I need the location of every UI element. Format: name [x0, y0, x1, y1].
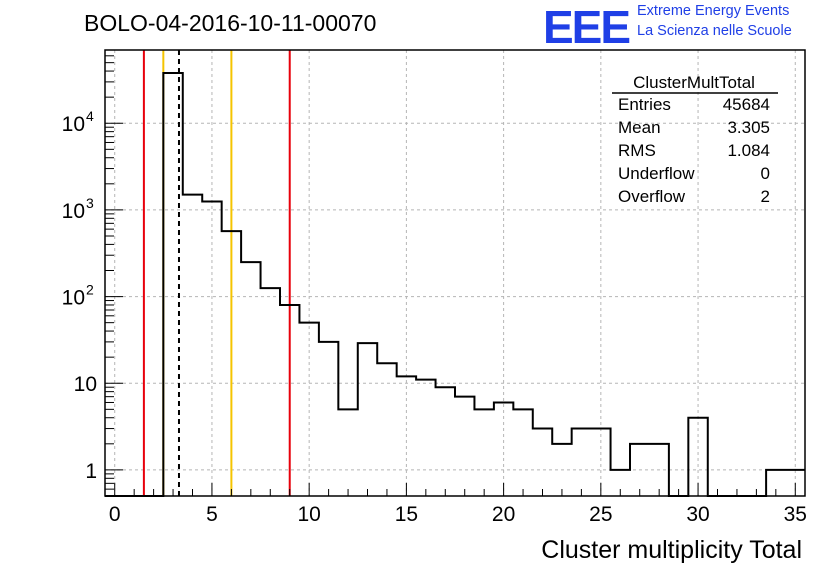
- histogram-bin: [455, 397, 474, 496]
- y-tick-label: 1: [85, 460, 97, 483]
- histogram-bin: [338, 409, 357, 496]
- stats-value: 0: [761, 164, 770, 183]
- axes-layer: [104, 49, 806, 497]
- eee-logo: EEE: [543, 1, 631, 53]
- histogram-bin: [436, 387, 455, 496]
- histogram-bin: [183, 195, 202, 496]
- stats-value: 1.084: [727, 141, 770, 160]
- plot-frame: [104, 49, 806, 497]
- y-tick-label: 10: [62, 113, 85, 136]
- x-tick-label: 5: [206, 503, 218, 526]
- grid-layer: [105, 50, 805, 496]
- x-tick-label: 0: [109, 503, 121, 526]
- x-axis-title: Cluster multiplicity Total: [541, 536, 802, 564]
- histogram-bin: [202, 202, 221, 496]
- stats-label: Underflow: [618, 164, 695, 183]
- x-tick-label: 20: [492, 503, 515, 526]
- histogram-bin: [358, 343, 377, 496]
- x-tick-label: 25: [589, 503, 612, 526]
- marker-lines-layer: [142, 50, 291, 496]
- stats-label: RMS: [618, 141, 656, 160]
- histogram-bin: [319, 342, 338, 496]
- chart-title: BOLO-04-2016-10-11-00070: [84, 10, 377, 36]
- histogram-bin: [533, 429, 552, 496]
- y-tick-exponent: 4: [86, 108, 94, 124]
- x-tick-label: 35: [784, 503, 807, 526]
- histogram-bin: [513, 409, 532, 496]
- y-tick-exponent: 3: [86, 195, 94, 211]
- histogram-bin: [261, 288, 280, 496]
- logo-text-line1: Extreme Energy Events: [637, 3, 790, 19]
- y-tick-label: 10: [74, 373, 97, 396]
- stats-name: ClusterMultTotal: [633, 73, 755, 92]
- histogram-bin: [474, 409, 493, 496]
- histogram-layer: [105, 71, 805, 497]
- stats-label: Overflow: [618, 187, 686, 206]
- histogram-outline: [105, 71, 805, 497]
- x-tick-label: 30: [686, 503, 709, 526]
- x-tick-label: 10: [297, 503, 320, 526]
- x-tick-label: 15: [395, 503, 418, 526]
- y-tick-label: 10: [62, 200, 85, 223]
- histogram-bin: [241, 262, 260, 496]
- y-tick-exponent: 2: [86, 282, 94, 298]
- histogram-bin: [416, 380, 435, 496]
- stats-label: Entries: [618, 95, 671, 114]
- histogram-bin: [572, 429, 591, 496]
- stats-value: 2: [761, 187, 770, 206]
- stats-label: Mean: [618, 118, 661, 137]
- stats-value: 45684: [723, 95, 770, 114]
- y-tick-label: 10: [62, 287, 85, 310]
- logo-text-line2: La Scienza nelle Scuole: [637, 23, 792, 39]
- stats-box: ClusterMultTotal Entries 45684 Mean 3.305 RMS…: [612, 73, 778, 206]
- stats-value: 3.305: [727, 118, 770, 137]
